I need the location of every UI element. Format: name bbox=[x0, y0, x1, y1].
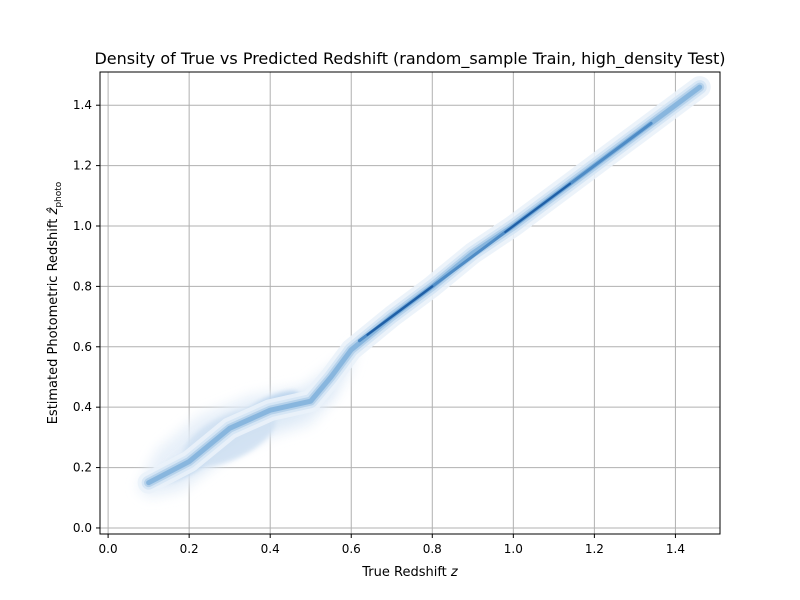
y-axis-ticks: 0.0 0.2 0.4 0.6 0.8 1.0 1.2 1.4 bbox=[73, 98, 100, 535]
x-tick-label: 0.2 bbox=[180, 542, 199, 556]
x-tick-label: 0.4 bbox=[261, 542, 280, 556]
x-axis-label-text: True Redshift bbox=[361, 565, 447, 580]
y-axis-label-symbol: ẑ bbox=[46, 207, 61, 216]
x-tick-label: 0.6 bbox=[342, 542, 361, 556]
x-tick-label: 0.8 bbox=[423, 542, 442, 556]
x-tick-label: 1.4 bbox=[666, 542, 685, 556]
x-tick-label: 1.0 bbox=[504, 542, 523, 556]
x-tick-label: 0.0 bbox=[99, 542, 118, 556]
y-tick-label: 0.0 bbox=[73, 521, 92, 535]
y-tick-label: 0.4 bbox=[73, 400, 92, 414]
plot-frame bbox=[99, 71, 721, 535]
y-axis-label-subscript: photo bbox=[54, 181, 64, 207]
chart-title: Density of True vs Predicted Redshift (r… bbox=[94, 49, 725, 69]
y-tick-label: 0.2 bbox=[73, 461, 92, 475]
x-tick-label: 1.2 bbox=[585, 542, 604, 556]
density-core-peak bbox=[366, 285, 434, 336]
x-axis-label: True Redshift z bbox=[361, 565, 459, 580]
y-tick-label: 0.8 bbox=[73, 279, 92, 293]
x-axis-ticks: 0.0 0.2 0.4 0.6 0.8 1.0 1.2 1.4 bbox=[99, 534, 685, 556]
density-layer bbox=[136, 76, 711, 498]
y-tick-label: 1.4 bbox=[73, 98, 92, 112]
y-tick-label: 1.0 bbox=[73, 219, 92, 233]
y-tick-label: 0.6 bbox=[73, 340, 92, 354]
density-core-peak bbox=[504, 182, 572, 234]
y-axis-label-text: Estimated Photometric Redshift bbox=[46, 219, 61, 425]
y-tick-label: 1.2 bbox=[73, 159, 92, 173]
x-axis-label-symbol: z bbox=[450, 565, 459, 580]
grid-lines bbox=[100, 72, 720, 534]
y-axis-label: Estimated Photometric Redshift ẑphoto bbox=[46, 181, 64, 424]
